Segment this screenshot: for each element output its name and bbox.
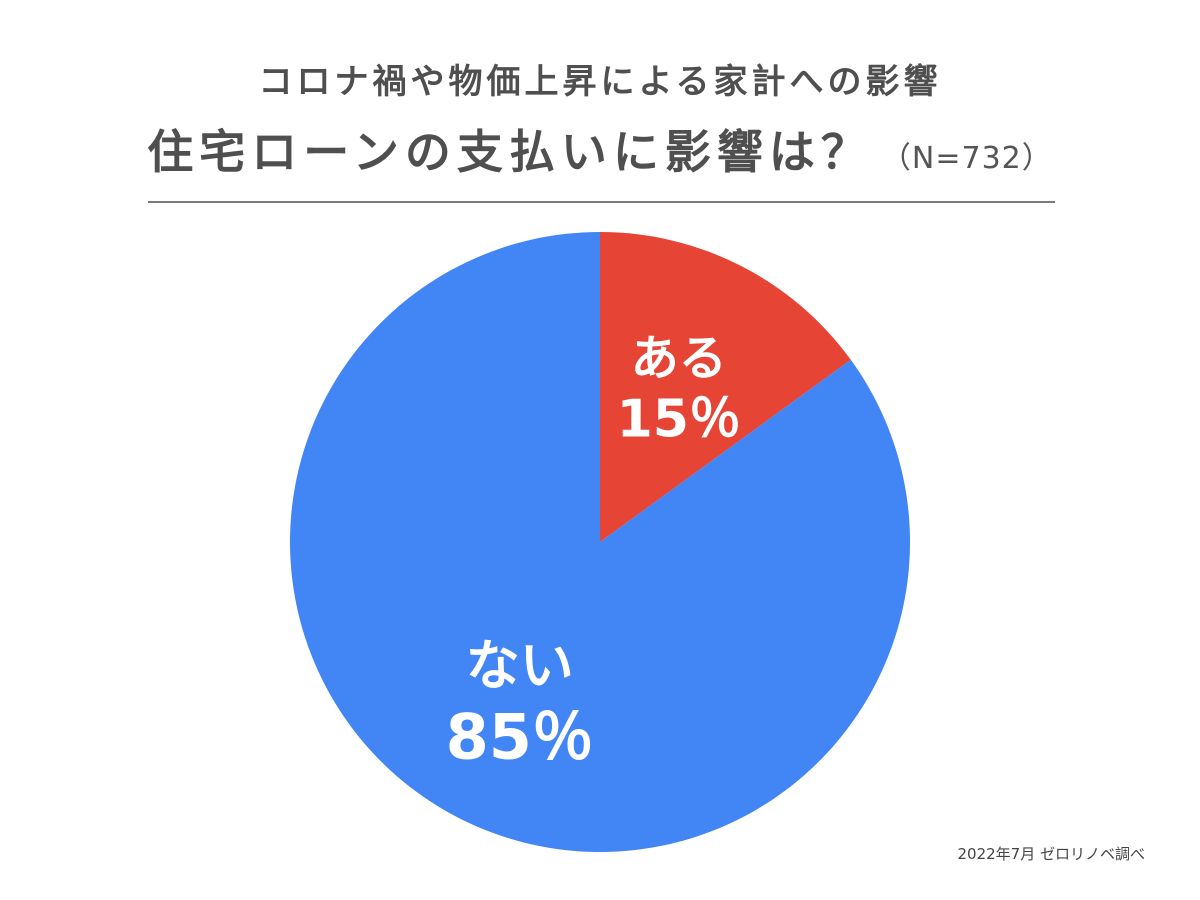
pie-slice-1: [600, 232, 851, 542]
slice-name-label-1: ある: [631, 330, 727, 386]
slice-name-label-2: ない: [466, 634, 574, 697]
slice-value-label-1: 15％: [617, 390, 741, 450]
chart-subtitle: コロナ禍や物価上昇による家計への影響: [258, 62, 942, 102]
title-divider: [148, 201, 1055, 203]
sample-size: （N=732）: [880, 141, 1053, 176]
source-note: 2022年7月 ゼロリノベ調べ: [957, 845, 1146, 863]
chart-title-block: コロナ禍や物価上昇による家計への影響 住宅ローンの支払いに影響は？ （N=732）: [0, 52, 1200, 203]
chart-title: 住宅ローンの支払いに影響は？: [147, 125, 873, 179]
chart-title-row: 住宅ローンの支払いに影響は？ （N=732）: [0, 112, 1200, 203]
slice-value-label-2: 85％: [446, 700, 594, 773]
pie-slices: [290, 232, 911, 852]
pie-slice-2: [290, 232, 911, 852]
